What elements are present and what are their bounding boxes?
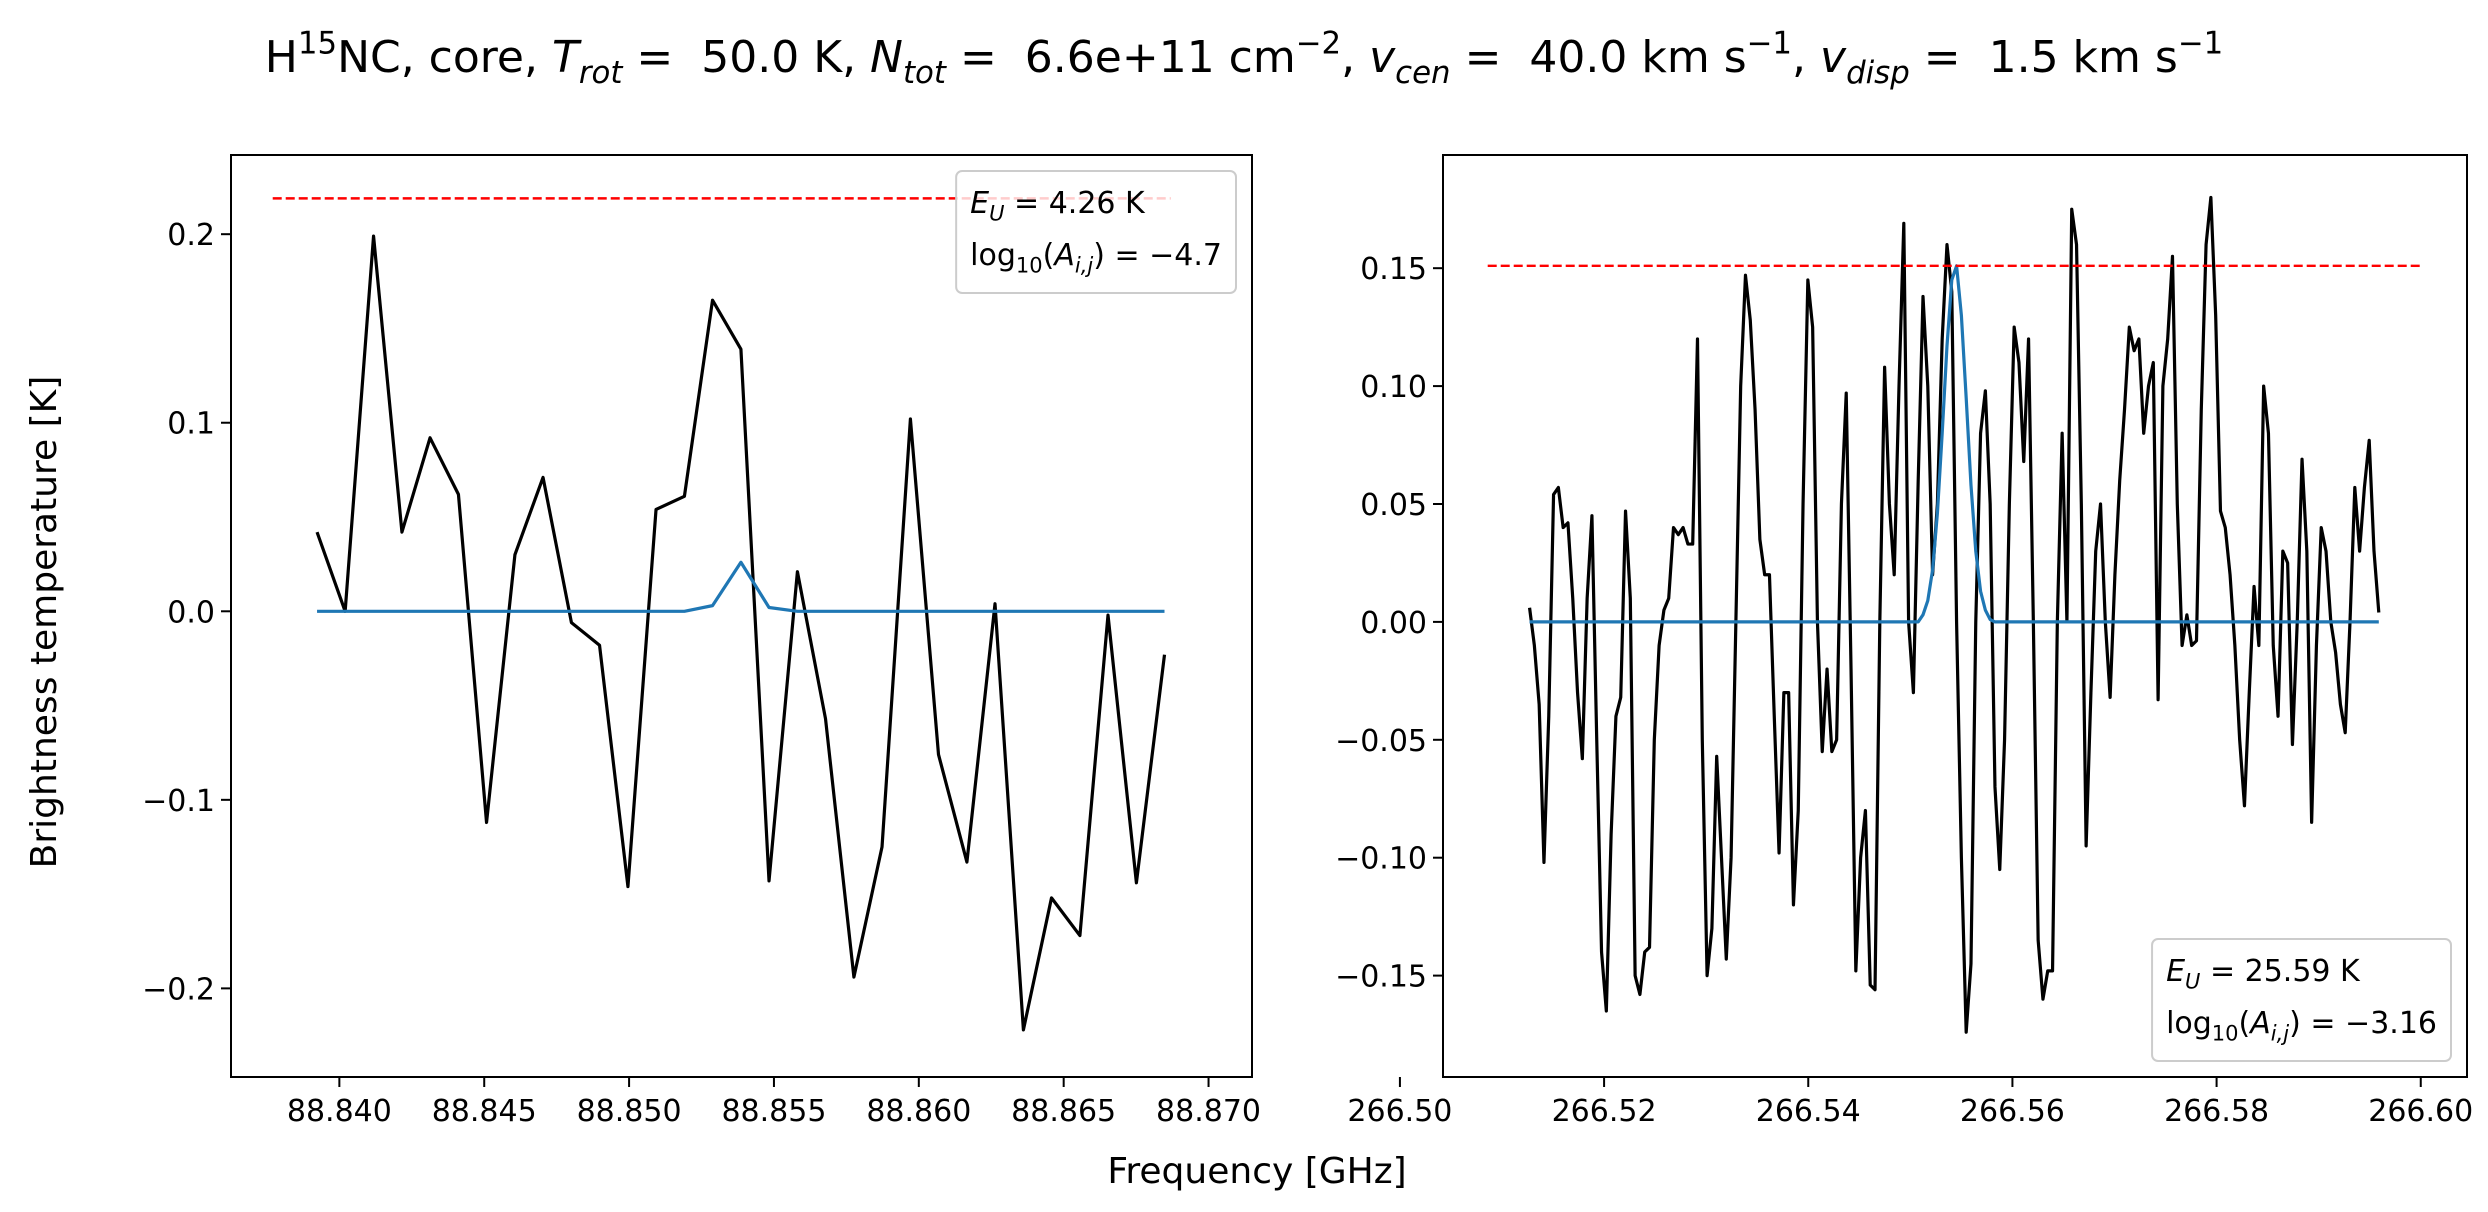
y-tick-label: −0.2 [142, 972, 215, 1007]
text-part: i,j [2271, 1022, 2290, 1046]
text-part: A [1052, 238, 1075, 273]
x-tick-label: 88.860 [866, 1094, 971, 1129]
text-part: cen [1395, 55, 1450, 91]
x-tick-label: 266.54 [1756, 1094, 1861, 1129]
y-tick-label: 0.1 [167, 407, 215, 442]
text-part: U [2185, 970, 2200, 994]
text-part: U [989, 202, 1004, 226]
y-tick-label: 0.15 [1360, 252, 1427, 287]
x-tick-label: 88.855 [721, 1094, 826, 1129]
y-tick-label: −0.05 [1335, 724, 1427, 759]
text-part: = 40.0 km s [1451, 32, 1747, 83]
x-axis-label: Frequency [GHz] [1107, 1151, 1406, 1192]
text-part: H [265, 32, 298, 83]
text-part: log [970, 238, 1016, 273]
text-part: v [1820, 32, 1847, 83]
text-part: E [970, 186, 989, 221]
text-part: NC, core, [337, 32, 552, 83]
y-tick-label: 0.05 [1360, 488, 1427, 523]
annotation-box: EU = 25.59 K log10(Ai,j) = −3.16 [2151, 938, 2452, 1062]
axes: 88.840 88.845 88.850 88.855 88.860 88.865 88.8… [142, 154, 1261, 1129]
axes: 266.50 266.52 266.54 266.56 266.58 266.60 −0.1… [1335, 154, 2473, 1129]
spectrum-line [1527, 195, 2381, 1034]
text-part: ( [2239, 1006, 2251, 1041]
annotation-text: EU = 4.26 K [970, 186, 1146, 226]
y-tick-label: 0.10 [1360, 370, 1427, 405]
annotation-frame [2151, 938, 2452, 1062]
text-part: log [2166, 1006, 2212, 1041]
text-part: , [1341, 32, 1369, 83]
x-tick-label: 266.52 [1552, 1094, 1657, 1129]
text-part: tot [903, 55, 948, 91]
annotation-frame [955, 170, 1237, 294]
y-tick-label: 0.0 [167, 595, 215, 630]
spectrum-line [315, 234, 1167, 1032]
y-tick-label: −0.1 [142, 784, 215, 819]
text-part: A [2248, 1006, 2271, 1041]
axes-frame [230, 154, 1253, 1078]
annotation-text: EU = 25.59 K [2166, 954, 2361, 994]
text-part: rot [579, 55, 625, 91]
x-tick-label: 266.58 [2164, 1094, 2269, 1129]
x-tick-label: 88.865 [1011, 1094, 1116, 1129]
text-part: 10 [2212, 1022, 2239, 1046]
x-tick-label: 266.60 [2368, 1094, 2473, 1129]
axes-frame [1442, 154, 2468, 1078]
text-part: −2 [1296, 26, 1341, 62]
text-part: v [1369, 32, 1396, 83]
y-axis-label: Brightness temperature [K] [24, 376, 65, 869]
x-tick-label: 88.870 [1156, 1094, 1261, 1129]
figure-title: H15NC, core, Trot = 50.0 K, Ntot = 6.6e+… [265, 26, 2223, 91]
text-part: −1 [1747, 26, 1792, 62]
x-tick-label: 266.56 [1960, 1094, 2065, 1129]
spectrum-line [1529, 264, 2379, 624]
x-tick-label: 88.845 [432, 1094, 537, 1129]
x-tick-label: 88.850 [577, 1094, 682, 1129]
text-part: E [2166, 954, 2185, 989]
text-part: = 4.26 K [1005, 186, 1147, 221]
y-tick-label: −0.15 [1335, 960, 1427, 995]
text-part: 10 [1016, 254, 1043, 278]
annotation-text: log10(Ai,j) = −3.16 [2166, 1006, 2437, 1046]
text-part: ) = −3.16 [2289, 1006, 2437, 1041]
text-part: ) = −4.7 [1093, 238, 1222, 273]
text-part: 15 [298, 26, 337, 62]
text-part: disp [1846, 55, 1910, 91]
text-part: = 50.0 K, [622, 32, 870, 83]
x-tick-label: 266.50 [1347, 1094, 1452, 1129]
text-part: = 25.59 K [2200, 954, 2361, 989]
annotation-text: log10(Ai,j) = −4.7 [970, 238, 1222, 278]
y-tick-label: 0.2 [167, 218, 215, 253]
text-part: = 1.5 km s [1910, 32, 2178, 83]
text-part: i,j [1075, 254, 1094, 278]
text-part: = 6.6e+11 cm [946, 32, 1296, 83]
text-part: , [1792, 32, 1820, 83]
text-part: −1 [2178, 26, 2223, 62]
text-part: T [552, 32, 582, 83]
text-part: N [870, 32, 903, 83]
y-tick-label: −0.10 [1335, 842, 1427, 877]
y-tick-label: 0.00 [1360, 606, 1427, 641]
text-part: ( [1043, 238, 1055, 273]
x-tick-label: 88.840 [287, 1094, 392, 1129]
annotation-box: EU = 4.26 K log10(Ai,j) = −4.7 [955, 170, 1237, 294]
spectrum-line [317, 560, 1165, 613]
